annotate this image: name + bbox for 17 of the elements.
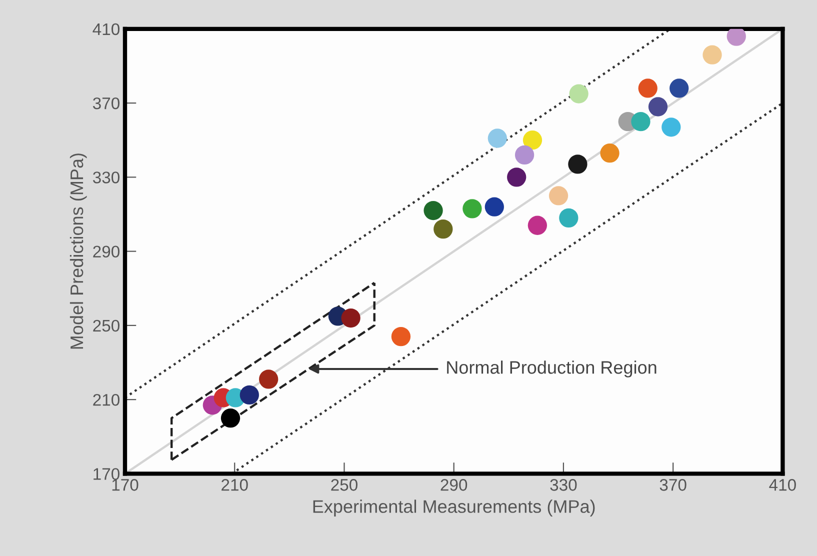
x-tick-label: 330 — [550, 479, 577, 491]
x-tick-label: 370 — [660, 479, 686, 491]
x-tick-label: 290 — [440, 479, 468, 491]
annotation: Normal Production Region — [447, 360, 656, 378]
x-tick-label: 170 — [112, 479, 138, 491]
x-axis-title: Experimental Measurements (MPa) — [313, 500, 595, 516]
y-tick-label: 250 — [93, 320, 120, 332]
y-tick-label: 370 — [92, 97, 120, 110]
y-axis-title: Model Predictions (MPa) — [70, 154, 87, 349]
y-tick-label: 210 — [93, 394, 120, 406]
x-tick-label: 250 — [331, 479, 358, 491]
x-tick-label: 410 — [769, 479, 796, 491]
y-tick-label: 330 — [92, 172, 120, 184]
y-tick-label: 290 — [93, 246, 120, 258]
y-tick-label: 410 — [92, 23, 120, 36]
x-tick-label: 210 — [222, 479, 248, 491]
y-tick-label: 170 — [94, 468, 120, 480]
